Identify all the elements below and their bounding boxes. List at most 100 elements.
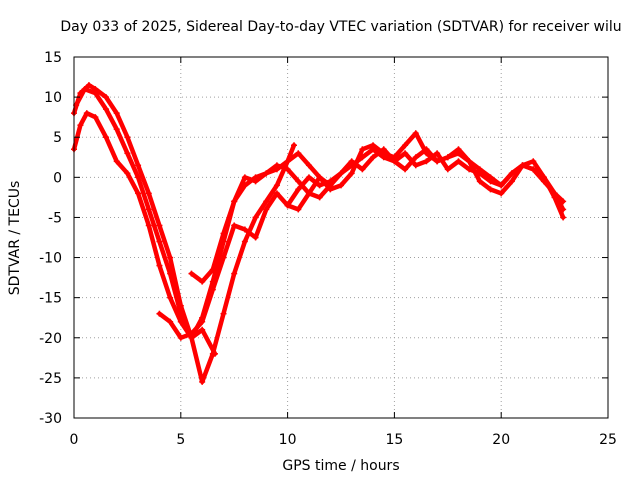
data-point	[252, 234, 259, 241]
data-point	[145, 222, 152, 229]
data-point	[177, 310, 184, 317]
y-tick-label: -25	[39, 371, 62, 387]
data-point	[444, 166, 451, 173]
data-point	[316, 174, 323, 181]
data-point	[231, 198, 238, 205]
data-point	[291, 142, 298, 149]
data-point	[113, 158, 120, 165]
data-point	[402, 150, 409, 157]
data-point	[370, 146, 377, 153]
data-point	[252, 178, 259, 185]
series-layer	[71, 82, 567, 385]
data-point	[231, 222, 238, 229]
data-point	[177, 334, 184, 341]
x-tick-label: 5	[176, 432, 185, 448]
data-point	[263, 198, 270, 205]
data-point	[455, 146, 462, 153]
data-point	[209, 266, 216, 273]
data-point	[487, 186, 494, 193]
x-tick-label: 20	[492, 432, 510, 448]
y-tick-labels: 15 10 5 0 -5 -10 -15 -20 -25 -30	[39, 50, 62, 427]
data-point	[252, 214, 259, 221]
data-point	[124, 134, 131, 141]
data-point	[560, 206, 567, 213]
data-point	[444, 154, 451, 161]
data-point	[263, 206, 270, 213]
data-point	[359, 166, 366, 173]
data-point	[92, 114, 99, 121]
x-tick-label: 0	[70, 432, 79, 448]
data-point	[167, 254, 174, 261]
data-point	[423, 158, 430, 165]
data-point	[156, 222, 163, 229]
data-point	[81, 86, 88, 93]
data-point	[156, 262, 163, 269]
data-point	[199, 278, 206, 285]
data-point	[83, 110, 90, 117]
data-point	[498, 182, 505, 189]
data-point	[295, 206, 302, 213]
data-point	[113, 126, 120, 133]
data-point	[199, 326, 206, 333]
data-point	[188, 330, 195, 337]
data-point	[124, 150, 131, 157]
data-point	[199, 318, 206, 325]
plot-frame	[73, 56, 609, 419]
data-point	[284, 166, 291, 173]
data-point	[220, 310, 227, 317]
y-axis-label: SDTVAR / TECUs	[7, 181, 23, 296]
data-point	[498, 190, 505, 197]
data-point	[284, 158, 291, 165]
data-point	[77, 122, 84, 129]
data-point	[455, 158, 462, 165]
data-point	[263, 170, 270, 177]
data-point	[434, 158, 441, 165]
data-point	[167, 318, 174, 325]
data-point	[508, 178, 515, 185]
data-point	[466, 158, 473, 165]
data-point	[273, 162, 280, 169]
data-point	[348, 170, 355, 177]
y-tick-label: 10	[44, 90, 62, 106]
data-point	[434, 150, 441, 157]
data-point	[145, 190, 152, 197]
data-point	[113, 110, 120, 117]
data-point	[209, 286, 216, 293]
data-point	[295, 178, 302, 185]
data-point	[316, 194, 323, 201]
y-tick-label: 5	[53, 130, 62, 146]
data-point	[103, 134, 110, 141]
data-point	[305, 162, 312, 169]
data-point	[327, 178, 334, 185]
data-point	[412, 130, 419, 137]
data-point	[412, 162, 419, 169]
data-point	[316, 182, 323, 189]
data-point	[103, 106, 110, 113]
data-point	[211, 350, 218, 357]
data-point	[338, 170, 344, 177]
data-point	[560, 214, 567, 221]
data-point	[530, 166, 537, 173]
data-point	[167, 270, 174, 277]
data-point	[476, 178, 483, 185]
data-point	[156, 238, 163, 245]
data-point	[370, 154, 377, 161]
data-point	[199, 378, 206, 385]
data-point	[135, 162, 142, 169]
data-point	[359, 154, 366, 161]
data-point	[124, 170, 131, 177]
data-point	[135, 190, 142, 197]
data-point	[402, 166, 409, 173]
data-point	[145, 206, 152, 213]
data-point	[295, 186, 302, 193]
x-tick-label: 25	[599, 432, 617, 448]
data-point	[273, 190, 280, 197]
data-point	[530, 158, 537, 165]
data-point	[273, 182, 280, 189]
data-point	[487, 174, 494, 181]
data-point	[348, 158, 355, 165]
data-point	[167, 294, 174, 301]
y-tick-label: -5	[48, 210, 62, 226]
